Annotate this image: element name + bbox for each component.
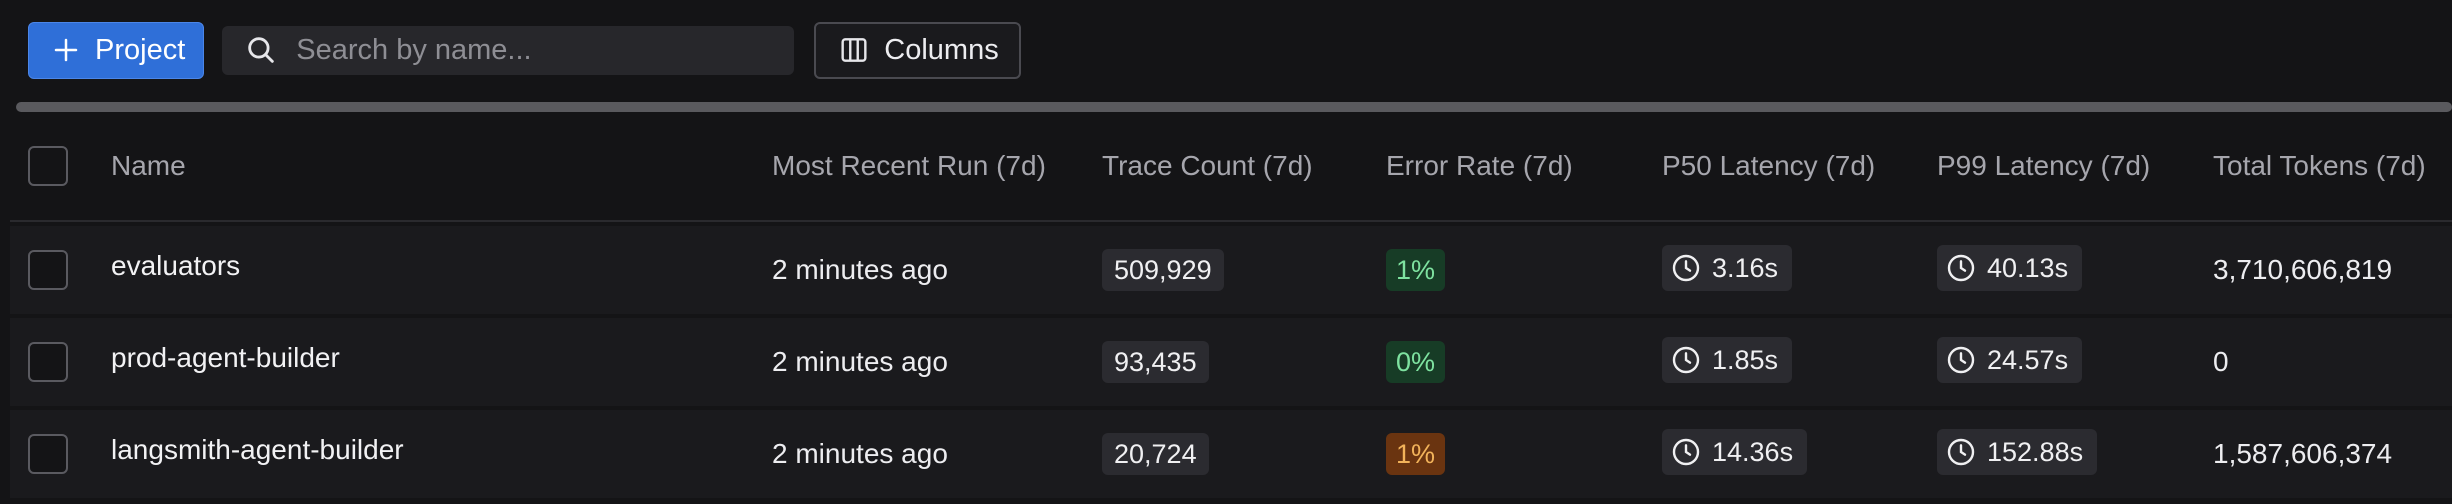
project-name[interactable]: langsmith-agent-builder [111, 434, 404, 465]
row-checkbox[interactable] [28, 342, 68, 382]
clock-icon [1670, 436, 1702, 468]
most-recent-run: 2 minutes ago [772, 254, 948, 285]
toolbar: Project Columns [0, 0, 2452, 100]
search-box[interactable] [222, 25, 795, 75]
clock-icon [1945, 436, 1977, 468]
column-header-total-tokens[interactable]: Total Tokens (7d) [2213, 150, 2426, 181]
plus-icon [51, 35, 81, 65]
table-row[interactable]: langsmith-agent-builder 2 minutes ago 20… [10, 410, 2452, 498]
total-tokens: 0 [2213, 346, 2229, 377]
p99-latency-value: 40.13s [1987, 252, 2069, 283]
column-header-p50-latency[interactable]: P50 Latency (7d) [1662, 150, 1876, 181]
search-input[interactable] [296, 33, 777, 67]
column-header-trace-count[interactable]: Trace Count (7d) [1102, 150, 1313, 181]
project-name[interactable]: evaluators [111, 250, 241, 281]
table-row[interactable]: evaluators 2 minutes ago 509,929 1% 3.16… [10, 226, 2452, 314]
search-icon [244, 33, 278, 67]
column-header-most-recent-run[interactable]: Most Recent Run (7d) [772, 150, 1046, 181]
p50-latency-value: 14.36s [1712, 436, 1794, 467]
p99-latency-badge: 152.88s [1937, 429, 2098, 475]
total-tokens: 3,710,606,819 [2213, 254, 2393, 285]
row-checkbox[interactable] [28, 250, 68, 290]
clock-icon [1670, 252, 1702, 284]
clock-icon [1945, 252, 1977, 284]
project-name[interactable]: prod-agent-builder [111, 342, 340, 373]
total-tokens: 1,587,606,374 [2213, 438, 2393, 469]
error-rate-badge: 0% [1386, 341, 1446, 383]
column-header-error-rate[interactable]: Error Rate (7d) [1386, 150, 1573, 181]
trace-count: 20,724 [1102, 433, 1209, 475]
column-header-p99-latency[interactable]: P99 Latency (7d) [1937, 150, 2151, 181]
most-recent-run: 2 minutes ago [772, 346, 948, 377]
columns-button-label: Columns [884, 33, 999, 66]
columns-button[interactable]: Columns [814, 21, 1021, 79]
clock-icon [1670, 344, 1702, 376]
new-project-button[interactable]: Project [28, 21, 205, 79]
column-header-name[interactable]: Name [111, 150, 186, 181]
table-row[interactable]: prod-agent-builder 2 minutes ago 93,435 … [10, 318, 2452, 406]
clock-icon [1945, 344, 1977, 376]
horizontal-scrollbar[interactable] [16, 102, 2452, 112]
row-checkbox[interactable] [28, 434, 68, 474]
p99-latency-badge: 24.57s [1937, 337, 2083, 383]
most-recent-run: 2 minutes ago [772, 438, 948, 469]
p99-latency-value: 152.88s [1987, 436, 2084, 467]
table-header: Name Most Recent Run (7d) Trace Count (7… [10, 112, 2452, 222]
p50-latency-badge: 14.36s [1662, 429, 1808, 475]
p99-latency-badge: 40.13s [1937, 245, 2083, 291]
p99-latency-value: 24.57s [1987, 344, 2069, 375]
p50-latency-badge: 3.16s [1662, 245, 1793, 291]
p50-latency-badge: 1.85s [1662, 337, 1793, 383]
p50-latency-value: 3.16s [1712, 252, 1779, 283]
new-project-label: Project [95, 33, 186, 66]
columns-icon [838, 34, 870, 66]
error-rate-badge: 1% [1386, 433, 1446, 475]
projects-table: Name Most Recent Run (7d) Trace Count (7… [10, 112, 2452, 498]
select-all-checkbox[interactable] [28, 146, 68, 186]
error-rate-badge: 1% [1386, 249, 1446, 291]
p50-latency-value: 1.85s [1712, 344, 1779, 375]
trace-count: 509,929 [1102, 249, 1224, 291]
trace-count: 93,435 [1102, 341, 1209, 383]
